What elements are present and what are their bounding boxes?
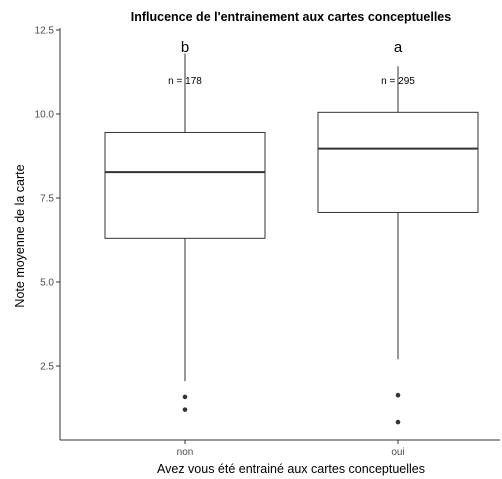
y-tick-label: 10.0 [35, 110, 55, 121]
outlier-point [395, 392, 401, 398]
y-tick-label: 7.5 [40, 194, 54, 205]
axis-lines [59, 28, 500, 441]
sample-size-label: n = 178 [168, 76, 202, 87]
y-tick-label: 2.5 [40, 362, 54, 373]
x-axis: non oui [177, 440, 405, 458]
chart-title: Influcence de l'entrainement aux cartes … [131, 10, 451, 24]
boxes-layer: b n = 178 a n = 295 [104, 39, 479, 425]
outlier-point [182, 394, 188, 400]
outlier-point [182, 407, 188, 412]
significance-letter: b [181, 39, 189, 56]
x-axis-title: Avez vous été entrainé aux cartes concep… [157, 462, 425, 476]
y-axis: 2.5 5.0 7.5 10.0 12.5 [35, 26, 60, 373]
x-tick-label: non [177, 447, 194, 458]
y-axis-title: Note moyenne de la carte [13, 164, 27, 307]
box-iqr [104, 131, 266, 239]
box-group-non: b n = 178 [104, 39, 266, 412]
x-tick-label: oui [391, 447, 404, 458]
outlier-point [395, 419, 401, 425]
box-iqr [317, 111, 479, 213]
sample-size-label: n = 295 [381, 76, 415, 87]
y-tick-label: 12.5 [35, 26, 55, 37]
significance-letter: a [394, 39, 403, 56]
box-group-oui: a n = 295 [317, 39, 479, 425]
y-tick-label: 5.0 [40, 278, 54, 289]
